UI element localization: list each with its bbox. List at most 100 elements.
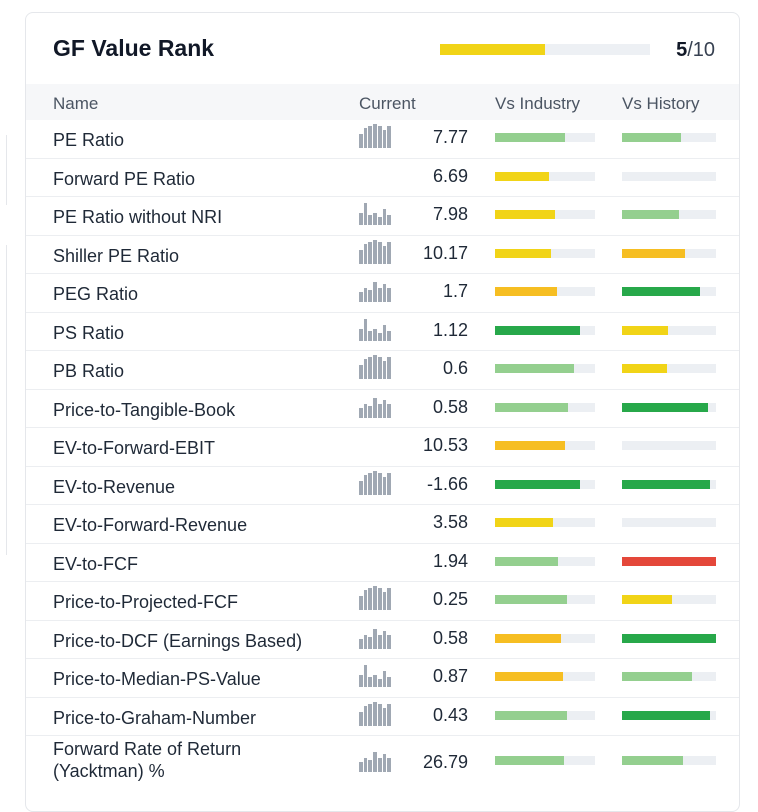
mini-chart-bar [387,634,392,649]
vs-industry-bar-fill [495,325,580,335]
row-name[interactable]: Price-to-Tangible-Book [53,399,236,420]
row-name[interactable]: PE Ratio [53,130,125,150]
mini-chart-bar [377,241,382,264]
row-name[interactable]: Forward PE Ratio [53,168,196,189]
vs-history-bar [622,402,716,412]
row-name[interactable]: EV-to-Forward-EBIT [53,438,216,458]
table-row[interactable]: EV-to-Forward-EBIT 10.53 [26,428,739,467]
row-name[interactable]: Price-to-Projected-FCF [53,592,239,612]
row-name[interactable]: PEG Ratio [53,284,139,304]
vs-industry-bar [495,287,595,296]
vs-history-bar-fill [622,402,708,412]
mini-chart-bar [373,328,377,341]
mini-chart-bar [363,243,368,264]
mini-chart-icon[interactable] [359,701,392,726]
mini-chart-bar [387,241,392,264]
mini-chart-bar [368,330,373,341]
row-name[interactable]: EV-to-FCF [53,553,139,574]
row-name[interactable]: PE Ratio without NRI [53,207,223,227]
mini-chart-bar [387,330,392,341]
mini-chart-icon[interactable] [359,203,392,225]
table-row[interactable]: EV-to-Revenue -1.66 [26,467,739,505]
row-name[interactable]: PS Ratio [53,322,125,343]
row-current-value: 1.7 [442,281,468,301]
vs-history-bar [622,595,716,604]
mini-chart-icon[interactable] [359,586,392,610]
row-current-value: 0.58 [432,627,468,648]
table-row[interactable]: EV-to-Forward-Revenue 3.58 [26,505,739,544]
row-name[interactable]: PB Ratio [53,361,125,381]
vs-history-bar [622,479,716,489]
mini-chart-bar [387,126,392,148]
mini-chart-icon[interactable] [359,239,392,264]
vs-industry-bar-fill [495,364,574,373]
mini-chart-bar [377,332,382,341]
mini-chart-bar [368,357,373,379]
row-current-value: 7.98 [432,204,468,224]
vs-history-bar-fill [622,556,716,566]
table-row[interactable]: Price-to-Graham-Number 0.43 [26,698,739,736]
mini-chart-bar [373,752,377,772]
mini-chart-icon[interactable] [359,396,392,418]
table-row[interactable]: PEG Ratio 1.7 [26,274,739,313]
mini-chart-bar [368,588,373,610]
vs-industry-bar [495,756,595,765]
mini-chart-bar [373,470,377,495]
table-row[interactable]: PS Ratio 1.12 [26,313,739,351]
table-row[interactable]: PE Ratio without NRI 7.98 [26,197,739,236]
vs-industry-bar-fill [495,710,567,720]
row-name[interactable]: Price-to-Graham-Number [53,707,257,728]
table-row[interactable]: Forward Rate of Return (Yacktman) % 26.79 [26,736,739,792]
mini-chart-bar [368,241,373,264]
mini-chart-icon[interactable] [359,318,392,341]
mini-chart-bar [387,215,392,225]
table-row[interactable]: Forward PE Ratio 6.69 [26,159,739,197]
row-name[interactable]: EV-to-Forward-Revenue [53,515,248,535]
row-current-value: 1.94 [432,550,468,571]
mini-chart-icon[interactable] [359,627,392,649]
mini-chart-icon[interactable] [359,470,392,495]
table-row[interactable]: Price-to-Projected-FCF 0.25 [26,582,739,621]
table-row[interactable]: Price-to-Tangible-Book 0.58 [26,390,739,428]
mini-chart-icon[interactable] [359,124,392,148]
mini-chart-bar [368,405,373,418]
vs-history-bar [622,672,716,681]
mini-chart-icon[interactable] [359,355,392,379]
row-current-value: 0.25 [432,589,468,609]
table-row[interactable]: Shiller PE Ratio 10.17 [26,236,739,274]
row-name[interactable]: Price-to-Median-PS-Value [53,669,261,689]
table-row[interactable]: PB Ratio 0.6 [26,351,739,390]
vs-industry-bar-fill [495,556,558,566]
vs-industry-bar-fill [495,287,557,296]
table-row[interactable]: PE Ratio 7.77 [26,120,739,159]
row-name[interactable]: Shiller PE Ratio [53,245,180,266]
vs-history-bar [622,171,716,181]
vs-history-bar-fill [622,479,711,489]
row-name[interactable]: Price-to-DCF (Earnings Based) [53,630,303,651]
row-name[interactable]: Forward Rate of Return (Yacktman) % [53,739,242,781]
mini-chart-bar [382,324,387,341]
rank-max: /10 [687,39,715,61]
table-row[interactable]: Price-to-DCF (Earnings Based) 0.58 [26,621,739,659]
row-current-value: 3.58 [432,512,468,532]
column-header-vs-industry[interactable]: Vs Industry [495,94,581,113]
mini-chart-bar [359,134,363,148]
mini-chart-bar [373,628,377,649]
mini-chart-icon[interactable] [359,750,392,772]
table-row[interactable]: EV-to-FCF 1.94 [26,544,739,582]
table-row[interactable]: Price-to-Median-PS-Value 0.87 [26,659,739,698]
column-header-current[interactable]: Current [359,94,416,113]
mini-chart-icon[interactable] [359,280,392,302]
row-name[interactable]: EV-to-Revenue [53,476,176,497]
column-header-name[interactable]: Name [53,94,99,113]
vs-history-bar [622,287,716,296]
mini-chart-bar [359,762,363,772]
mini-chart-icon[interactable] [359,665,392,687]
mini-chart-bar [382,399,387,418]
mini-chart-bar [382,284,387,302]
vs-history-bar [622,756,716,765]
vs-industry-bar-fill [495,672,563,681]
column-header-vs-history[interactable]: Vs History [622,94,700,113]
vs-history-bar [622,364,716,373]
vs-industry-bar [495,133,595,142]
